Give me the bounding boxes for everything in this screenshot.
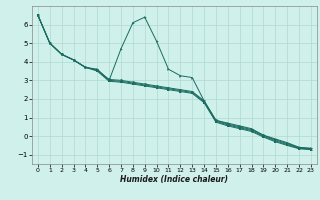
X-axis label: Humidex (Indice chaleur): Humidex (Indice chaleur) <box>120 175 228 184</box>
